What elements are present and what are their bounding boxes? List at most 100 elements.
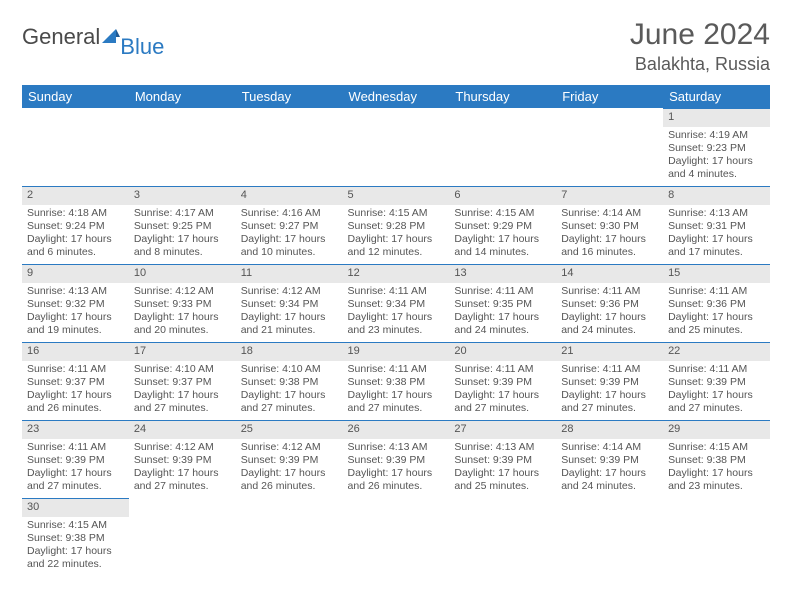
- calendar-cell: 21Sunrise: 4:11 AMSunset: 9:39 PMDayligh…: [556, 342, 663, 420]
- sunset-line: Sunset: 9:24 PM: [27, 220, 124, 233]
- day-number: 9: [22, 264, 129, 283]
- sunset-line: Sunset: 9:30 PM: [561, 220, 658, 233]
- sunrise-line: Sunrise: 4:15 AM: [668, 441, 765, 454]
- daylight-line: Daylight: 17 hours and 26 minutes.: [27, 389, 124, 415]
- sunset-line: Sunset: 9:23 PM: [668, 142, 765, 155]
- day-number: 21: [556, 342, 663, 361]
- day-body: Sunrise: 4:15 AMSunset: 9:29 PMDaylight:…: [449, 205, 556, 264]
- calendar-cell: 14Sunrise: 4:11 AMSunset: 9:36 PMDayligh…: [556, 264, 663, 342]
- calendar-cell: 6Sunrise: 4:15 AMSunset: 9:29 PMDaylight…: [449, 186, 556, 264]
- day-number: 7: [556, 186, 663, 205]
- calendar-cell: 5Sunrise: 4:15 AMSunset: 9:28 PMDaylight…: [343, 186, 450, 264]
- daylight-line: Daylight: 17 hours and 27 minutes.: [134, 467, 231, 493]
- sunset-line: Sunset: 9:36 PM: [561, 298, 658, 311]
- calendar-cell: 20Sunrise: 4:11 AMSunset: 9:39 PMDayligh…: [449, 342, 556, 420]
- day-number: 22: [663, 342, 770, 361]
- calendar-cell: 12Sunrise: 4:11 AMSunset: 9:34 PMDayligh…: [343, 264, 450, 342]
- calendar-cell: [129, 108, 236, 186]
- calendar-cell: [449, 108, 556, 186]
- day-body: Sunrise: 4:14 AMSunset: 9:30 PMDaylight:…: [556, 205, 663, 264]
- daylight-line: Daylight: 17 hours and 27 minutes.: [348, 389, 445, 415]
- day-number: 6: [449, 186, 556, 205]
- weekday-header: Thursday: [449, 85, 556, 108]
- daylight-line: Daylight: 17 hours and 23 minutes.: [348, 311, 445, 337]
- daylight-line: Daylight: 17 hours and 27 minutes.: [454, 389, 551, 415]
- sunset-line: Sunset: 9:29 PM: [454, 220, 551, 233]
- day-number: 5: [343, 186, 450, 205]
- day-body: Sunrise: 4:11 AMSunset: 9:39 PMDaylight:…: [449, 361, 556, 420]
- day-number: 30: [22, 498, 129, 517]
- calendar-cell: [236, 498, 343, 576]
- day-body: Sunrise: 4:10 AMSunset: 9:38 PMDaylight:…: [236, 361, 343, 420]
- sunrise-line: Sunrise: 4:10 AM: [134, 363, 231, 376]
- day-body: Sunrise: 4:13 AMSunset: 9:32 PMDaylight:…: [22, 283, 129, 342]
- sunset-line: Sunset: 9:31 PM: [668, 220, 765, 233]
- calendar-cell: 22Sunrise: 4:11 AMSunset: 9:39 PMDayligh…: [663, 342, 770, 420]
- sunrise-line: Sunrise: 4:11 AM: [454, 285, 551, 298]
- daylight-line: Daylight: 17 hours and 25 minutes.: [668, 311, 765, 337]
- day-body: Sunrise: 4:18 AMSunset: 9:24 PMDaylight:…: [22, 205, 129, 264]
- day-number: 20: [449, 342, 556, 361]
- day-number: 15: [663, 264, 770, 283]
- sunrise-line: Sunrise: 4:13 AM: [348, 441, 445, 454]
- brand-word1: General: [22, 24, 100, 50]
- sunrise-line: Sunrise: 4:11 AM: [348, 363, 445, 376]
- sunset-line: Sunset: 9:34 PM: [348, 298, 445, 311]
- sunset-line: Sunset: 9:38 PM: [348, 376, 445, 389]
- sunset-line: Sunset: 9:39 PM: [348, 454, 445, 467]
- day-body: Sunrise: 4:19 AMSunset: 9:23 PMDaylight:…: [663, 127, 770, 186]
- daylight-line: Daylight: 17 hours and 27 minutes.: [241, 389, 338, 415]
- sunset-line: Sunset: 9:39 PM: [561, 376, 658, 389]
- sunrise-line: Sunrise: 4:14 AM: [561, 207, 658, 220]
- calendar-cell: 26 Sunrise: 4:13 AMSunset: 9:39 PMDayligh…: [343, 420, 450, 498]
- sail-icon: [102, 27, 120, 43]
- day-number: 24: [129, 420, 236, 439]
- daylight-line: Daylight: 17 hours and 26 minutes.: [348, 467, 445, 493]
- sunset-line: Sunset: 9:39 PM: [134, 454, 231, 467]
- calendar-cell: 23Sunrise: 4:11 AMSunset: 9:39 PMDayligh…: [22, 420, 129, 498]
- calendar-head: SundayMondayTuesdayWednesdayThursdayFrid…: [22, 85, 770, 108]
- calendar-cell: 27Sunrise: 4:13 AMSunset: 9:39 PMDayligh…: [449, 420, 556, 498]
- day-number: 27: [449, 420, 556, 439]
- daylight-line: Daylight: 17 hours and 23 minutes.: [668, 467, 765, 493]
- sunset-line: Sunset: 9:35 PM: [454, 298, 551, 311]
- brand-word2: Blue: [120, 34, 164, 60]
- day-number: 2: [22, 186, 129, 205]
- day-body: Sunrise: 4:11 AMSunset: 9:36 PMDaylight:…: [663, 283, 770, 342]
- day-number: 26: [343, 420, 450, 439]
- day-body: Sunrise: 4:12 AMSunset: 9:39 PMDaylight:…: [129, 439, 236, 498]
- sunset-line: Sunset: 9:38 PM: [668, 454, 765, 467]
- day-body: Sunrise: 4:11 AMSunset: 9:39 PMDaylight:…: [22, 439, 129, 498]
- sunrise-line: Sunrise: 4:19 AM: [668, 129, 765, 142]
- daylight-line: Daylight: 17 hours and 16 minutes.: [561, 233, 658, 259]
- brand-logo: General Blue: [22, 24, 166, 50]
- weekday-header: Friday: [556, 85, 663, 108]
- sunset-line: Sunset: 9:39 PM: [454, 454, 551, 467]
- day-body: Sunrise: 4:12 AMSunset: 9:34 PMDaylight:…: [236, 283, 343, 342]
- day-number: 23: [22, 420, 129, 439]
- sunset-line: Sunset: 9:38 PM: [241, 376, 338, 389]
- daylight-line: Daylight: 17 hours and 17 minutes.: [668, 233, 765, 259]
- day-body: Sunrise: 4:11 AMSunset: 9:39 PMDaylight:…: [663, 361, 770, 420]
- day-body: Sunrise: 4:17 AMSunset: 9:25 PMDaylight:…: [129, 205, 236, 264]
- calendar-cell: 2Sunrise: 4:18 AMSunset: 9:24 PMDaylight…: [22, 186, 129, 264]
- sunset-line: Sunset: 9:33 PM: [134, 298, 231, 311]
- daylight-line: Daylight: 17 hours and 27 minutes.: [134, 389, 231, 415]
- daylight-line: Daylight: 17 hours and 6 minutes.: [27, 233, 124, 259]
- calendar-cell: 25Sunrise: 4:12 AMSunset: 9:39 PMDayligh…: [236, 420, 343, 498]
- daylight-line: Daylight: 17 hours and 25 minutes.: [454, 467, 551, 493]
- calendar-cell: 11Sunrise: 4:12 AMSunset: 9:34 PMDayligh…: [236, 264, 343, 342]
- calendar-cell: 9Sunrise: 4:13 AMSunset: 9:32 PMDaylight…: [22, 264, 129, 342]
- daylight-line: Daylight: 17 hours and 8 minutes.: [134, 233, 231, 259]
- sunrise-line: Sunrise: 4:12 AM: [134, 285, 231, 298]
- sunset-line: Sunset: 9:38 PM: [27, 532, 124, 545]
- calendar-cell: [343, 108, 450, 186]
- sunset-line: Sunset: 9:39 PM: [454, 376, 551, 389]
- day-body: Sunrise: 4:11 AMSunset: 9:34 PMDaylight:…: [343, 283, 450, 342]
- daylight-line: Daylight: 17 hours and 22 minutes.: [27, 545, 124, 571]
- sunrise-line: Sunrise: 4:11 AM: [348, 285, 445, 298]
- day-number: 16: [22, 342, 129, 361]
- day-number: 8: [663, 186, 770, 205]
- calendar-cell: [449, 498, 556, 576]
- day-body: Sunrise: 4:12 AMSunset: 9:33 PMDaylight:…: [129, 283, 236, 342]
